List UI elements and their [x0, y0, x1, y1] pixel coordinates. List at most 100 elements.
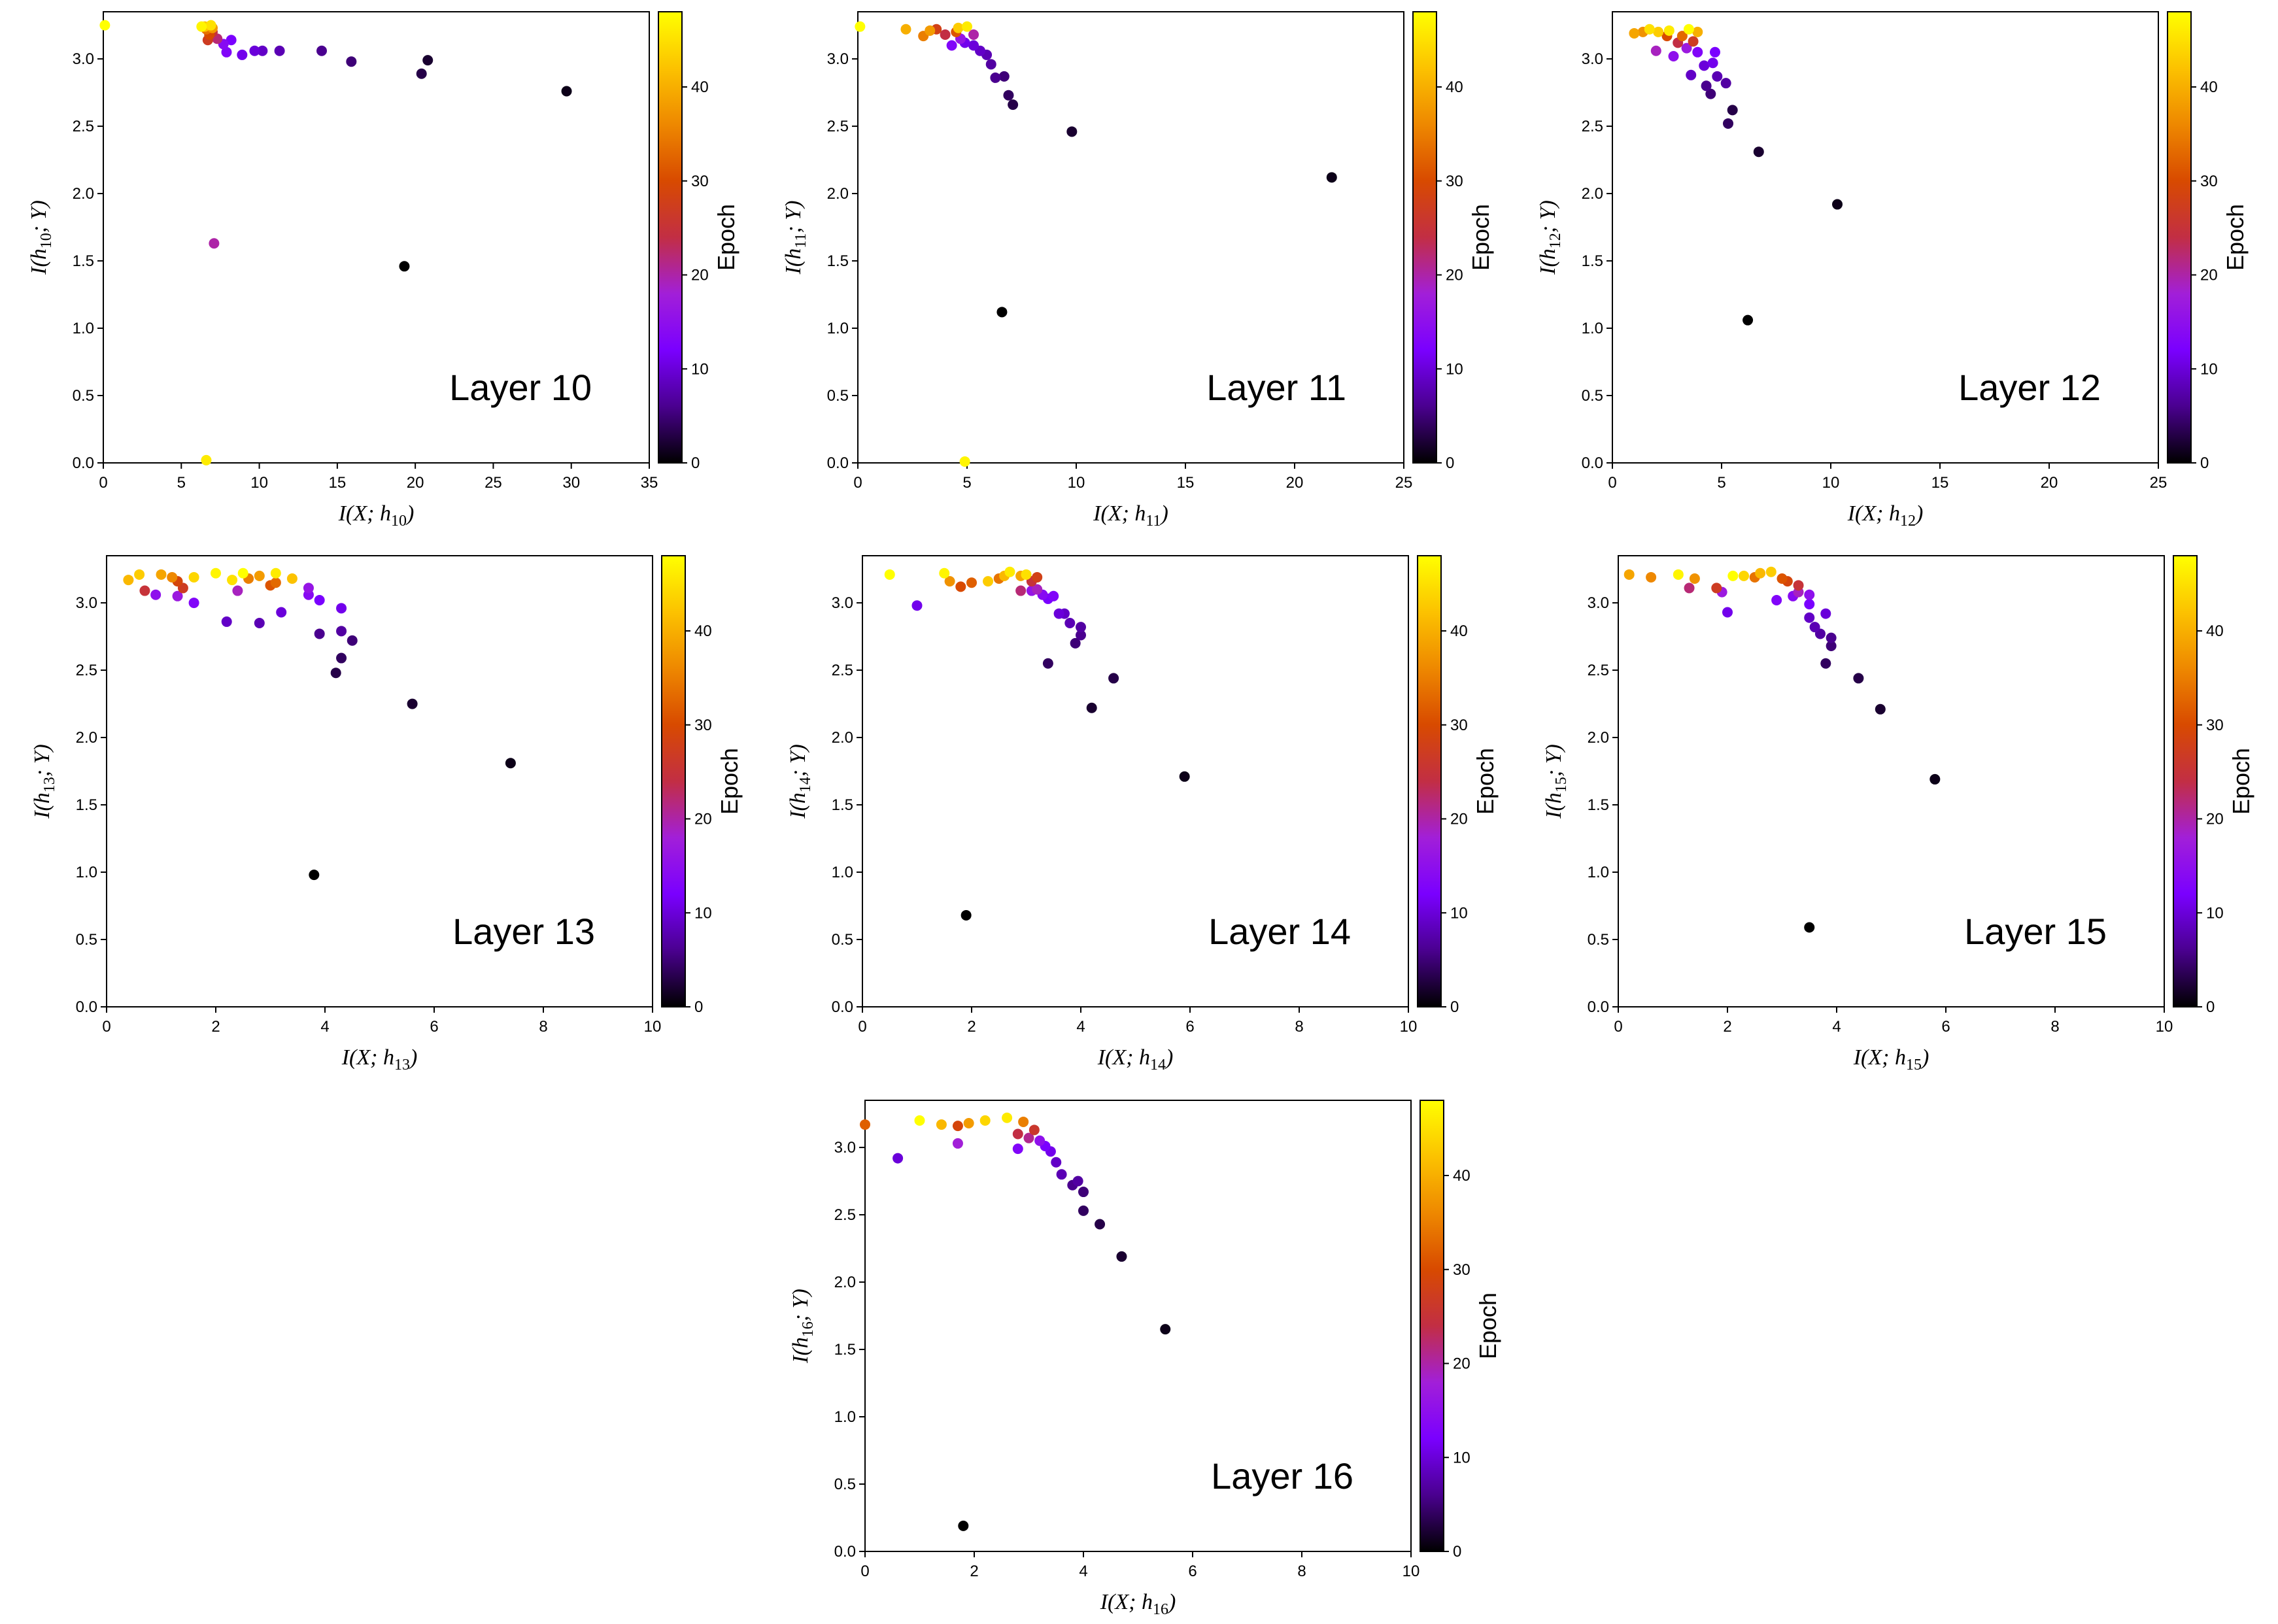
colorbar-tick-label: 30: [691, 173, 709, 190]
x-tick-label: 6: [1941, 1018, 1950, 1036]
data-point: [936, 1119, 947, 1130]
x-tick-label: 5: [1717, 474, 1726, 492]
data-point: [1004, 566, 1015, 577]
colorbar: [658, 11, 683, 464]
data-point: [1853, 673, 1864, 684]
data-point: [1066, 126, 1078, 137]
x-tick-label: 10: [1068, 474, 1085, 492]
colorbar-tick-label: 20: [2206, 811, 2224, 828]
x-tick-label: 0: [99, 474, 107, 492]
y-tick-label: 3.0: [73, 50, 94, 68]
data-point: [900, 24, 911, 35]
data-point: [940, 29, 951, 41]
colorbar-label: Epoch: [1467, 204, 1494, 271]
data-point: [1684, 583, 1695, 594]
data-point: [1018, 1116, 1029, 1127]
data-point: [1723, 118, 1734, 129]
x-tick-label: 30: [562, 474, 580, 492]
y-tick-label: 3.0: [827, 50, 849, 68]
data-point: [1326, 172, 1337, 183]
y-tick-label: 1.0: [827, 320, 849, 337]
data-point: [150, 589, 162, 600]
data-point: [274, 45, 285, 56]
colorbar-tick-label: 0: [1453, 1543, 1461, 1561]
colorbar-tick-label: 30: [2206, 717, 2224, 734]
panel-label: Layer 10: [449, 367, 592, 408]
data-point: [1056, 1169, 1067, 1180]
colorbar: [2173, 555, 2198, 1007]
plot-area: [106, 555, 653, 1007]
data-point: [205, 20, 216, 31]
y-tick-label: 2.5: [73, 118, 94, 135]
data-point: [316, 45, 327, 56]
data-point: [944, 576, 955, 587]
y-tick-label: 0.5: [1588, 931, 1609, 949]
colorbar-tick-label: 30: [694, 717, 712, 734]
data-point: [1032, 584, 1043, 595]
data-point: [1826, 632, 1837, 643]
data-point: [1053, 608, 1064, 619]
colorbar-tick-label: 0: [691, 454, 700, 472]
x-axis-label: I(X; h10): [338, 501, 415, 530]
x-tick-label: 10: [2156, 1018, 2173, 1036]
y-axis-label: I(h14; Y): [786, 744, 814, 819]
y-tick-label: 0.5: [834, 1476, 856, 1493]
data-point: [1003, 90, 1014, 101]
x-axis-label: I(X; h11): [1093, 501, 1168, 530]
x-tick-label: 10: [644, 1018, 662, 1036]
y-tick-label: 2.5: [834, 1206, 856, 1224]
data-point: [1720, 78, 1731, 89]
colorbar-tick-label: 40: [1446, 78, 1463, 96]
y-axis-label: I(h13; Y): [30, 744, 58, 819]
data-point: [1072, 1176, 1083, 1187]
data-point: [1116, 1251, 1127, 1262]
y-tick-label: 2.0: [832, 729, 853, 747]
data-point: [1820, 608, 1831, 619]
data-point: [892, 1153, 904, 1164]
y-tick-label: 3.0: [834, 1139, 856, 1157]
y-tick-label: 0.0: [1582, 454, 1603, 472]
data-point: [336, 603, 347, 614]
data-point: [946, 40, 957, 51]
y-axis-label: I(h10; Y): [27, 200, 55, 275]
x-tick-label: 0: [1614, 1018, 1622, 1036]
colorbar-label: Epoch: [1474, 1293, 1501, 1359]
data-point: [963, 1118, 974, 1129]
colorbar-label: Epoch: [2228, 748, 2254, 815]
data-point: [227, 575, 238, 586]
x-tick-label: 20: [2041, 474, 2058, 492]
y-tick-label: 1.5: [827, 252, 849, 270]
data-point: [1688, 36, 1699, 47]
data-point: [1705, 88, 1716, 99]
y-tick-label: 1.0: [834, 1408, 856, 1426]
x-tick-label: 35: [641, 474, 658, 492]
data-point: [505, 758, 516, 769]
panel-label: Layer 12: [1958, 367, 2101, 408]
data-point: [257, 45, 268, 56]
data-point: [855, 21, 866, 32]
y-tick-label: 1.0: [76, 864, 97, 881]
y-axis-label: I(h12; Y): [1536, 200, 1564, 275]
data-point: [1683, 24, 1694, 35]
x-axis-label: I(X; h16): [1100, 1590, 1176, 1618]
panel-layer-15: 0 2 4 6 8 10 0.0 0.5 1.0 1.5 2.0 2.5 3.0 I(X; h15) I(h…: [1542, 555, 2254, 1074]
x-tick-label: 10: [1400, 1018, 1418, 1036]
y-axis-label: I(h11; Y): [781, 201, 809, 275]
panel-layer-16: 0 2 4 6 8 10 0.0 0.5 1.0 1.5 2.0 2.5 3.0 I(X; h16) I(h…: [789, 1100, 1501, 1618]
data-point: [1051, 1157, 1062, 1168]
y-tick-label: 2.5: [1588, 662, 1609, 679]
data-point: [1629, 27, 1640, 39]
y-tick-label: 1.0: [1588, 864, 1609, 881]
data-point: [1701, 80, 1712, 92]
data-point: [1015, 585, 1027, 596]
data-point: [968, 40, 979, 51]
data-point: [211, 567, 221, 579]
data-point: [237, 567, 248, 579]
y-tick-label: 0.0: [827, 454, 849, 472]
x-tick-label: 20: [1286, 474, 1304, 492]
plot-area: [864, 1100, 1412, 1552]
data-point: [1002, 1112, 1013, 1123]
panel-layer-10: 0 5 10 15 20 25 30 35 0.0 0.5 1.0 1.5 2.0 2.5 3.0 I(X; …: [27, 11, 740, 530]
data-point: [1742, 314, 1754, 326]
colorbar-tick-label: 40: [1453, 1167, 1470, 1185]
